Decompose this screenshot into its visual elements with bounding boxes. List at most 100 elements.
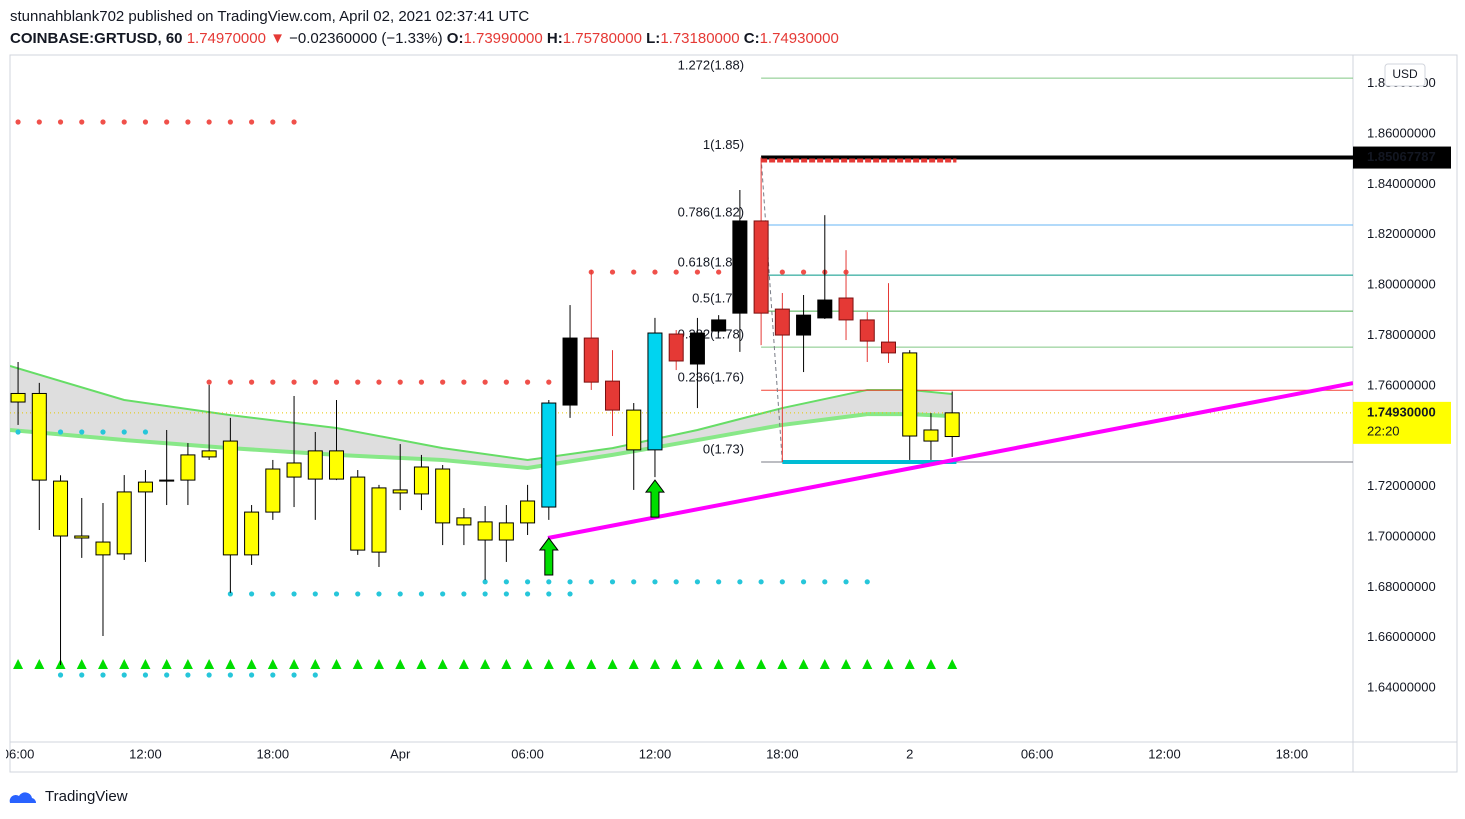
level-dot <box>121 119 127 125</box>
signal-triangle <box>331 658 342 669</box>
level-dot <box>270 379 276 385</box>
level-dot <box>142 672 149 678</box>
level-dot <box>291 591 297 597</box>
level-dot <box>270 119 276 125</box>
level-dot <box>376 591 382 597</box>
signal-triangle <box>522 658 533 669</box>
signal-triangle <box>289 658 300 669</box>
candle-body <box>753 220 769 314</box>
candle-body <box>307 450 323 480</box>
level-dot <box>800 579 807 585</box>
signal-triangle <box>310 658 321 669</box>
y-tick-label: 1.76000000 <box>1367 377 1436 392</box>
level-dot <box>36 119 42 125</box>
y-tick-label: 1.68000000 <box>1367 579 1436 594</box>
signal-triangle <box>947 658 958 669</box>
level-dot <box>482 379 488 385</box>
level-dot <box>673 579 679 585</box>
candle-body <box>604 380 621 411</box>
candle-body <box>53 480 69 537</box>
level-dot <box>206 119 212 125</box>
candle-body <box>456 517 472 526</box>
level-dot <box>121 672 127 678</box>
signal-triangle <box>671 658 682 669</box>
level-dot <box>57 672 64 678</box>
level-dot <box>100 119 106 125</box>
candle-body <box>180 454 196 481</box>
level-dot <box>418 379 425 385</box>
time-axis: 06:00 12:00 18:00 Apr 06:00 12:00 18:00 2 06:00 1… <box>2 746 1308 761</box>
level-dot <box>440 591 446 597</box>
y-tick-label: 1.78000000 <box>1367 327 1436 342</box>
candle-body <box>392 489 408 494</box>
symbol: COINBASE:GRTUSD, 60 <box>10 30 183 47</box>
level-dot <box>79 119 85 125</box>
signal-triangle <box>925 658 936 669</box>
l-label: L: <box>646 30 661 47</box>
candle-body <box>541 402 557 508</box>
level-dot <box>482 591 488 597</box>
signal-triangle <box>586 658 597 669</box>
level-dot <box>248 672 255 678</box>
candle-body <box>222 440 238 556</box>
level-dot <box>57 119 64 125</box>
level-dot <box>800 269 807 275</box>
signal-triangle <box>182 658 193 669</box>
level-dot <box>248 119 255 125</box>
x-tick-label: 06:00 <box>2 746 35 761</box>
countdown: 22:20 <box>1367 423 1400 438</box>
level-dot <box>206 672 212 678</box>
footer-logo: TradingView <box>9 788 128 805</box>
candle-body <box>265 468 281 513</box>
x-tick-label: 06:00 <box>511 746 544 761</box>
x-tick-label: 06:00 <box>1021 746 1054 761</box>
level-dot <box>185 119 191 125</box>
candle-body <box>944 412 960 438</box>
candle-body <box>520 500 536 524</box>
level-dot <box>631 579 637 585</box>
level-dot <box>716 269 722 275</box>
signal-triangle <box>140 658 151 669</box>
candle-body <box>711 319 727 332</box>
level-dot <box>270 591 276 597</box>
signal-triangle <box>395 658 406 669</box>
fib-label: 1(1.85) <box>703 137 744 152</box>
signal-triangle <box>713 658 724 669</box>
level-dot <box>376 379 382 385</box>
fib-label: 0.5(1.79) <box>692 291 744 306</box>
level-dot <box>312 379 318 385</box>
candle-body <box>498 522 514 541</box>
fib-label: 0.382(1.78) <box>678 327 745 342</box>
level-dot <box>737 579 743 585</box>
level-dot <box>312 591 318 597</box>
level-dot <box>397 591 403 597</box>
candle-body <box>838 297 854 321</box>
change: −0.02360000 (−1.33%) <box>289 30 443 47</box>
signal-triangle <box>204 658 215 669</box>
candle-body <box>31 392 47 481</box>
level-dot <box>461 379 467 385</box>
level-dot <box>716 579 722 585</box>
y-tick-label: 1.72000000 <box>1367 478 1436 493</box>
signal-triangle <box>543 658 554 669</box>
level-dot <box>482 579 488 585</box>
level-dot <box>270 672 276 678</box>
signal-triangle <box>97 658 108 669</box>
signal-triangle <box>607 658 618 669</box>
level-dot <box>121 429 127 435</box>
level-dot <box>588 579 594 585</box>
level-badge <box>1353 146 1451 169</box>
x-tick-label: Apr <box>390 746 411 761</box>
level-dot <box>418 591 425 597</box>
level-dot <box>652 579 658 585</box>
symbol-line: COINBASE:GRTUSD, 60 1.74970000 ▼ −0.0236… <box>10 28 839 50</box>
y-tick-label: 1.80000000 <box>1367 277 1436 292</box>
signal-triangle <box>777 658 788 669</box>
level-dot <box>164 672 170 678</box>
level-dot <box>57 429 64 435</box>
candle-body <box>902 352 918 437</box>
signal-triangle <box>798 658 809 669</box>
last-price-badge <box>1353 401 1451 444</box>
change-arrow: ▼ <box>270 30 285 47</box>
